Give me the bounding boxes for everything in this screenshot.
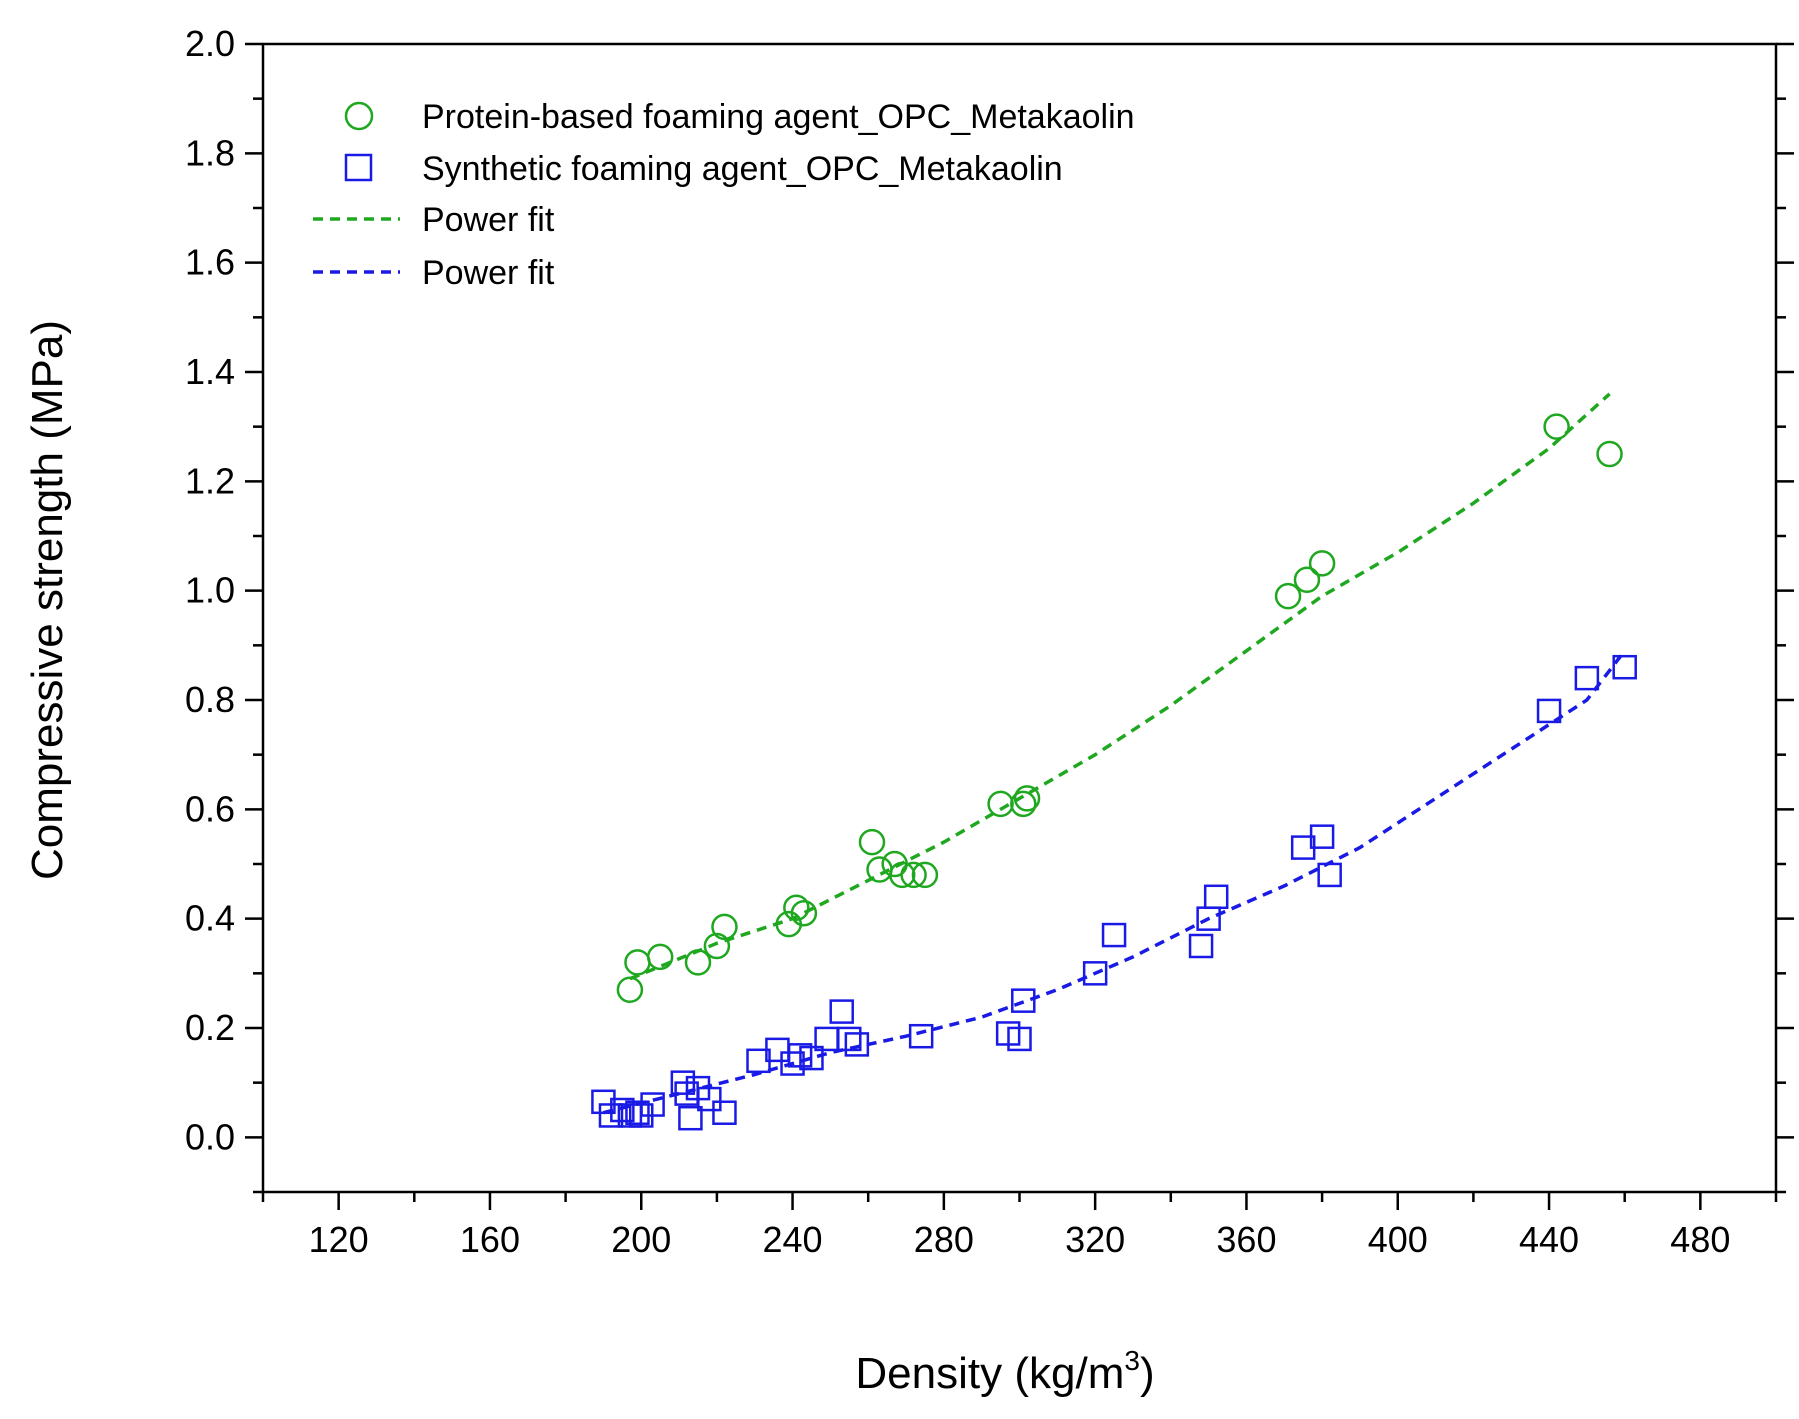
legend-label-power-fit-blue: Power fit: [422, 254, 555, 292]
x-axis-ticks: 120 160 200 240 280 320 360 400 440 480: [261, 1192, 1778, 1260]
synthetic-point: [625, 1100, 650, 1125]
protein-point: [1010, 790, 1037, 818]
legend-label-power-fit-green: Power fit: [422, 201, 555, 239]
protein-point: [616, 976, 644, 1003]
protein-point: [1013, 785, 1041, 812]
x-tick-label: 440: [1519, 1219, 1579, 1260]
power-fit-line-synthetic: [602, 649, 1627, 1115]
legend: Protein-based foaming agent_OPC_Metakaol…: [313, 98, 1135, 292]
synthetic-point: [1612, 654, 1637, 680]
y-tick-label: 1.8: [185, 132, 235, 173]
protein-point: [703, 932, 731, 960]
protein-point: [1293, 566, 1321, 593]
y-tick-label: 0.4: [185, 898, 235, 939]
synthetic-point: [1574, 665, 1600, 691]
synthetic-point: [780, 1051, 805, 1076]
synthetic-point: [799, 1045, 824, 1071]
y-tick-label: 2.0: [185, 23, 235, 64]
synthetic-point: [678, 1105, 703, 1131]
protein-point: [1596, 440, 1623, 468]
protein-point: [1308, 550, 1336, 577]
protein-point: [911, 861, 939, 889]
y-tick-label: 1.6: [185, 242, 235, 283]
y-axis-title: Compressive strength (MPa): [23, 320, 72, 880]
legend-marker-synthetic: [344, 153, 373, 182]
data-markers: [591, 413, 1637, 1131]
y-tick-label: 0.6: [185, 788, 235, 829]
x-tick-label: 320: [1065, 1219, 1125, 1260]
y-tick-label: 1.4: [185, 351, 235, 392]
x-tick-label: 120: [309, 1219, 369, 1260]
synthetic-point: [610, 1097, 635, 1123]
y-tick-label: 1.0: [185, 570, 235, 611]
synthetic-point: [712, 1100, 737, 1125]
synthetic-point: [837, 1026, 862, 1052]
x-tick-label: 200: [611, 1219, 671, 1260]
synthetic-point: [844, 1032, 870, 1057]
synthetic-point: [1536, 698, 1562, 724]
synthetic-point: [1309, 824, 1335, 849]
x-tick-label: 360: [1216, 1219, 1276, 1260]
protein-point: [684, 949, 712, 976]
protein-point: [790, 899, 818, 927]
synthetic-point: [1007, 1026, 1032, 1052]
protein-point: [858, 828, 886, 856]
synthetic-point: [1082, 961, 1108, 986]
protein-point: [888, 861, 916, 889]
protein-point: [900, 861, 927, 889]
y-axis-ticks: 0.0 0.2 0.4 0.6 0.8 1.0 1.2 1.4 1.6 1.8 2.0: [185, 23, 1794, 1194]
synthetic-point: [829, 999, 854, 1024]
synthetic-point: [1101, 922, 1127, 948]
legend-label-synthetic: Synthetic foaming agent_OPC_Metakaolin: [422, 150, 1063, 188]
power-fit-line-protein: [629, 392, 1611, 981]
y-tick-label: 0.2: [185, 1007, 235, 1048]
x-tick-label: 240: [763, 1219, 823, 1260]
x-axis-title: Density (kg/m3): [855, 1345, 1154, 1398]
legend-marker-protein: [344, 101, 374, 131]
synthetic-point: [1188, 933, 1214, 959]
protein-point: [1274, 582, 1302, 610]
protein-point: [624, 949, 651, 976]
synthetic-point: [1317, 862, 1342, 888]
synthetic-point: [1011, 988, 1036, 1013]
protein-point: [783, 894, 810, 921]
synthetic-point: [591, 1089, 616, 1115]
synthetic-point: [908, 1023, 934, 1049]
synthetic-point: [640, 1092, 665, 1117]
protein-point: [987, 790, 1014, 818]
protein-point: [711, 913, 738, 941]
protein-point: [1543, 413, 1570, 440]
y-tick-label: 1.2: [185, 460, 235, 501]
x-tick-label: 160: [460, 1219, 520, 1260]
synthetic-point: [1203, 884, 1229, 910]
x-tick-label: 480: [1670, 1219, 1730, 1260]
x-tick-label: 400: [1368, 1219, 1428, 1260]
legend-label-protein: Protein-based foaming agent_OPC_Metakaol…: [422, 98, 1135, 136]
protein-point: [646, 943, 674, 971]
y-tick-label: 0.8: [185, 679, 235, 720]
y-tick-label: 0.0: [185, 1116, 235, 1157]
x-tick-label: 280: [914, 1219, 974, 1260]
fit-lines: [602, 392, 1627, 1115]
synthetic-point: [697, 1086, 722, 1112]
